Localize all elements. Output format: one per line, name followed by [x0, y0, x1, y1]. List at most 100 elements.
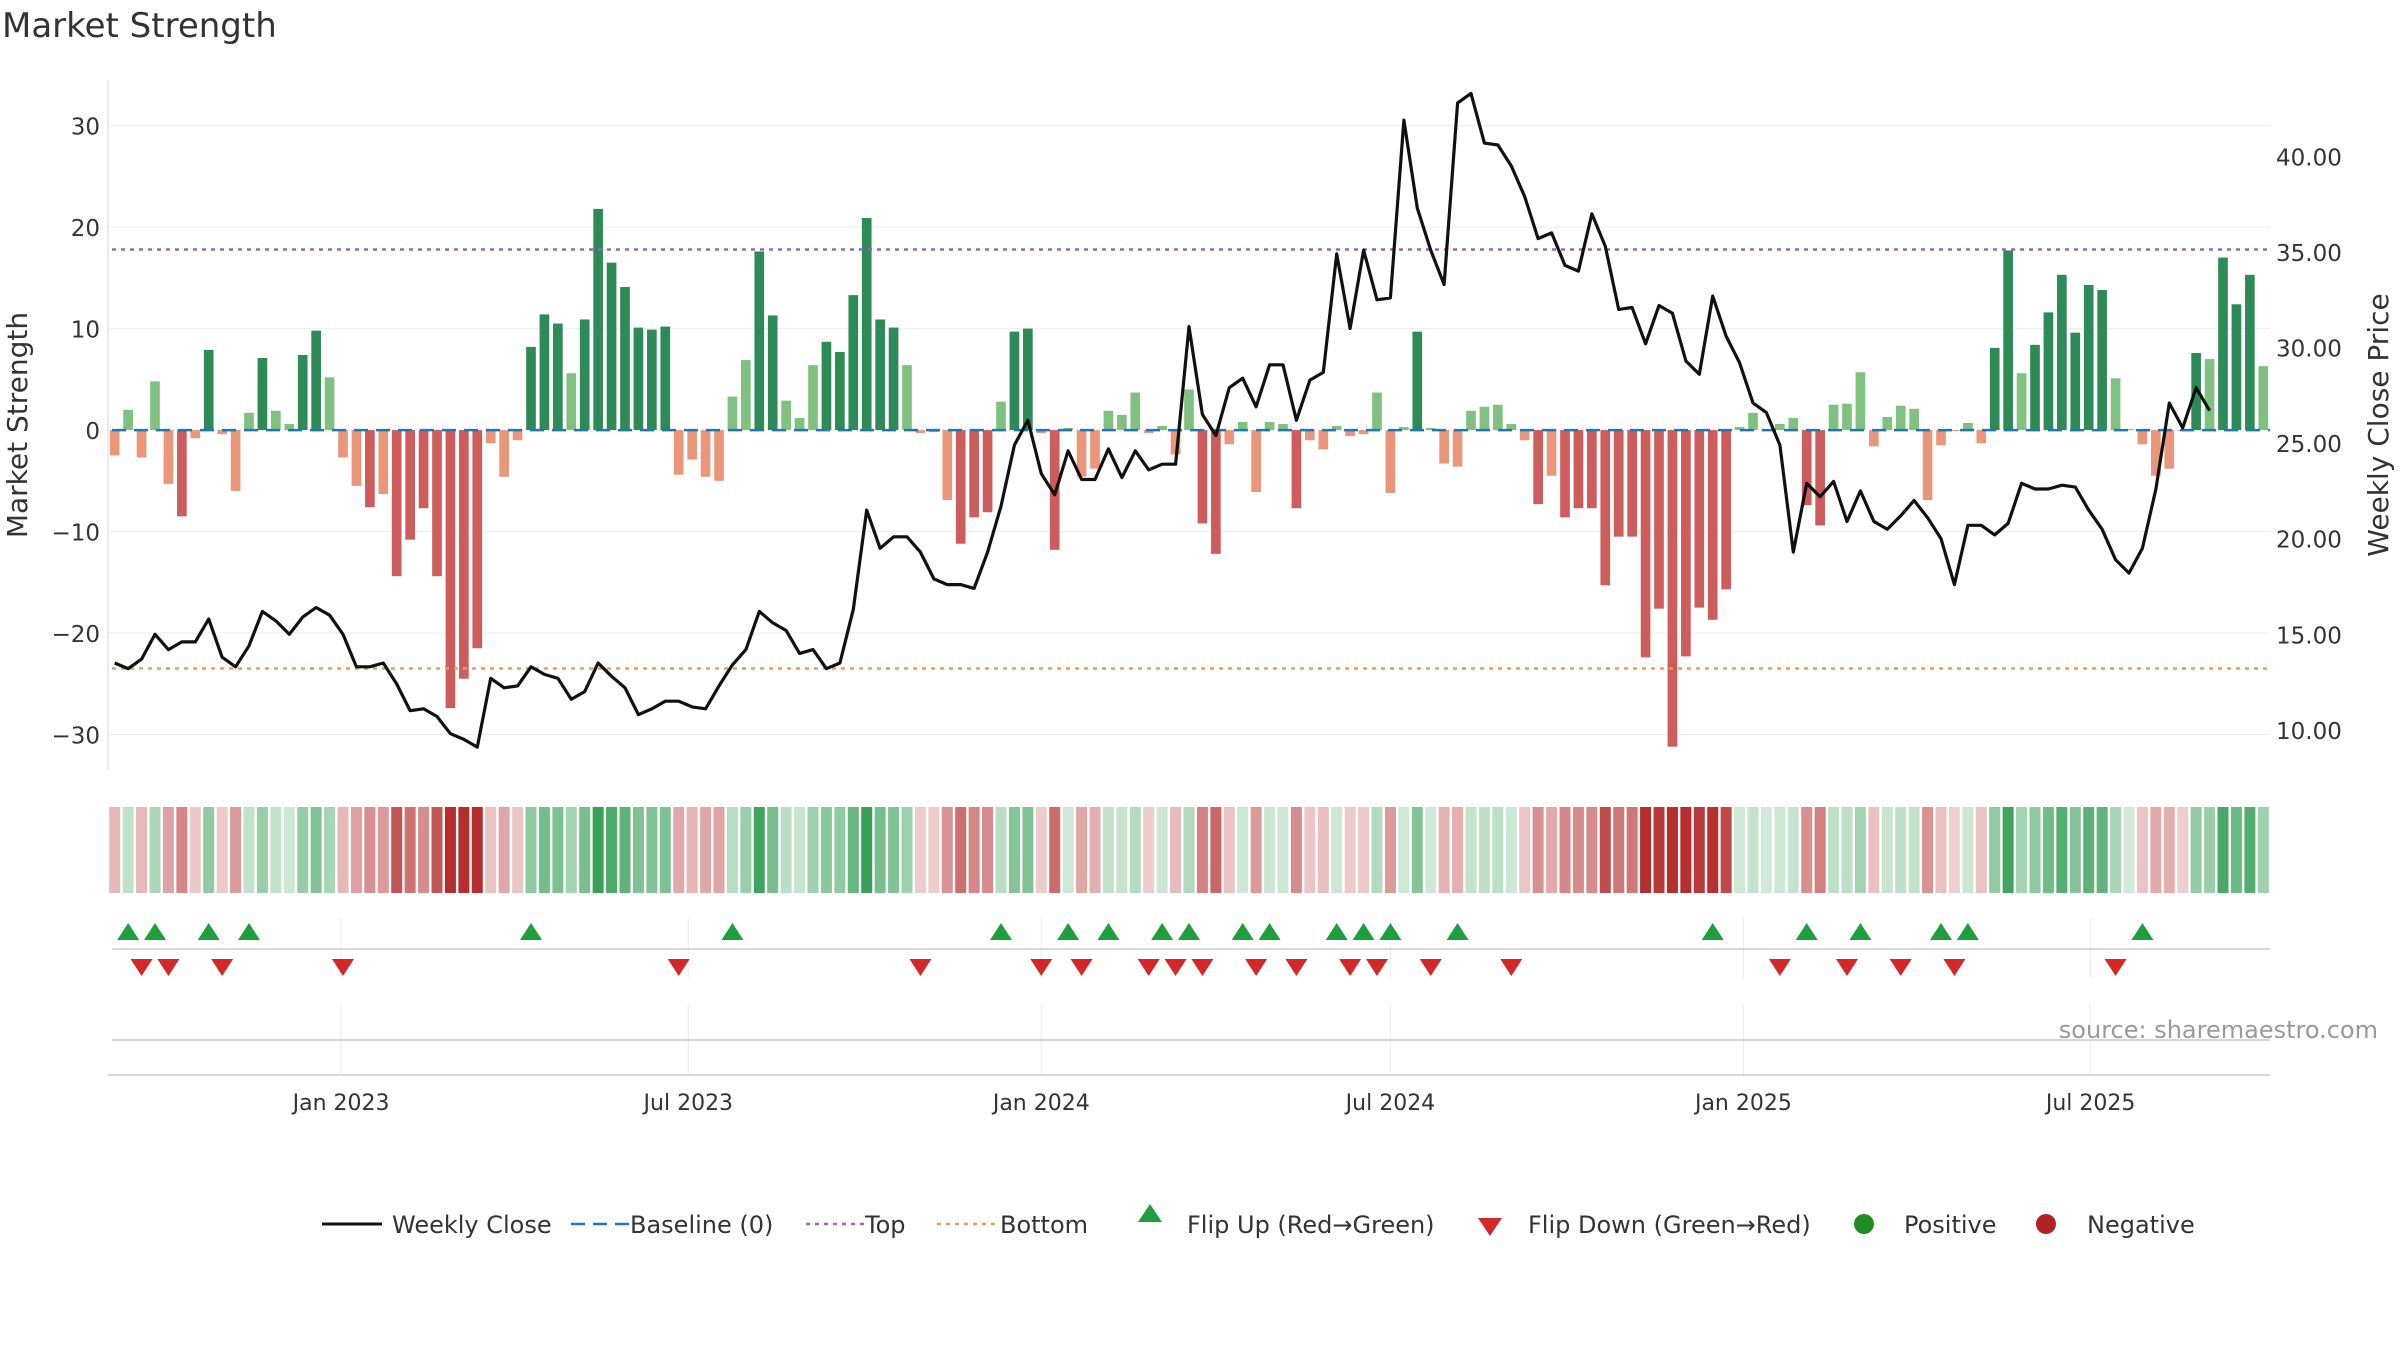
strength-bar — [955, 430, 966, 544]
legend-label: Flip Down (Green→Red) — [1528, 1211, 1811, 1239]
strength-bar — [1922, 430, 1933, 501]
strength-heat-cell — [404, 807, 416, 893]
strength-heat-cell — [1223, 807, 1235, 893]
strength-bar — [1237, 421, 1248, 431]
strength-bar — [2204, 359, 2215, 431]
strength-heat-cell — [2056, 807, 2068, 893]
strength-heat-cell — [928, 807, 940, 893]
strength-heat-cell — [1411, 807, 1423, 893]
strength-heat-cell — [1183, 807, 1195, 893]
strength-bar — [606, 262, 617, 431]
y2-tick-label: 10.00 — [2276, 719, 2342, 745]
strength-bar — [150, 381, 160, 431]
strength-bar — [1009, 331, 1020, 431]
strength-heat-cell — [1371, 807, 1383, 893]
strength-heat-cell — [2230, 807, 2242, 893]
strength-bar — [271, 410, 281, 431]
strength-heat-cell — [1505, 807, 1517, 893]
strength-bar — [2070, 332, 2081, 431]
strength-heat-cell — [794, 807, 806, 893]
flip-down-marker — [130, 959, 153, 976]
strength-bar — [1654, 430, 1664, 609]
strength-heat-cell — [1438, 807, 1450, 893]
y-tick-label: −20 — [51, 622, 100, 648]
flip-down-marker — [1191, 959, 1214, 976]
weekly-close-line — [114, 91, 2211, 749]
legend-label: Weekly Close — [392, 1211, 552, 1239]
strength-heat-cell — [1478, 807, 1490, 893]
strength-bar — [1694, 430, 1705, 608]
strength-bar — [203, 349, 214, 431]
strength-heat-cell — [1022, 807, 1034, 893]
strength-bar — [499, 430, 509, 477]
flip-up-marker — [1701, 923, 1724, 940]
flip-up-marker — [1930, 923, 1952, 940]
strength-heat-cell — [1801, 807, 1813, 893]
flip-up-marker — [1352, 923, 1375, 940]
y-tick-label: −10 — [51, 521, 100, 547]
strength-bar — [284, 423, 295, 431]
flip-down-marker — [1500, 959, 1523, 976]
strength-bar — [2003, 250, 2013, 431]
strength-heat-cell — [203, 807, 215, 893]
strength-bar — [1425, 428, 1436, 431]
strength-heat-cell — [109, 807, 121, 893]
strength-bar — [579, 319, 590, 431]
strength-bar — [794, 417, 805, 431]
strength-bar — [297, 354, 308, 431]
legend-negative-swatch — [2036, 1214, 2056, 1234]
strength-heat-cell — [565, 807, 577, 893]
strength-heat-cell — [2069, 807, 2081, 893]
strength-heat-cell — [1317, 807, 1329, 893]
strength-heat-cell — [1908, 807, 1920, 893]
flip-down-marker — [1285, 959, 1308, 976]
strength-bar — [1734, 427, 1745, 431]
strength-heat-cell — [1129, 807, 1141, 893]
strength-heat-cell — [2190, 807, 2202, 893]
strength-bar — [526, 346, 536, 431]
strength-bar — [1184, 389, 1194, 431]
strength-heat-cell — [1102, 807, 1114, 893]
strength-bar — [1170, 430, 1181, 455]
strength-heat-cell — [1156, 807, 1168, 893]
strength-bar — [1640, 430, 1651, 658]
strength-heat-cell — [149, 807, 161, 893]
strength-heat-cell — [1290, 807, 1302, 893]
legend-flip-down-swatch — [1478, 1218, 1502, 1236]
strength-bar — [230, 430, 241, 491]
strength-bar — [808, 365, 818, 431]
strength-bar — [1493, 404, 1503, 431]
strength-bar — [1036, 430, 1047, 434]
flip-up-marker — [1057, 923, 1080, 940]
strength-bar — [2258, 366, 2269, 431]
flip-down-marker — [1768, 959, 1791, 976]
flip-down-marker — [909, 959, 932, 976]
flip-down-marker — [1836, 959, 1858, 976]
strength-heat-cell — [1707, 807, 1719, 893]
strength-bar — [324, 377, 335, 431]
strength-bar — [2097, 290, 2107, 431]
strength-bar — [1869, 430, 1879, 447]
strength-bar — [996, 401, 1006, 431]
strength-heat-cell — [310, 807, 322, 893]
strength-heat-cell — [1237, 807, 1249, 893]
strength-heat-cell — [538, 807, 550, 893]
strength-heat-cell — [1532, 807, 1544, 893]
strength-heat-cell — [136, 807, 148, 893]
strength-bar — [1815, 430, 1825, 526]
strength-heat-cell — [1089, 807, 1101, 893]
strength-heat-cell — [807, 807, 819, 893]
strength-heat-cell — [256, 807, 268, 893]
flip-down-marker — [1164, 959, 1187, 976]
strength-heat-cell — [1586, 807, 1598, 893]
strength-bar — [593, 208, 603, 431]
strength-bar — [1197, 430, 1208, 524]
strength-bar — [1506, 423, 1517, 431]
strength-bar — [2030, 344, 2040, 431]
flip-down-marker — [667, 959, 690, 976]
strength-heat-cell — [512, 807, 524, 893]
strength-bar — [378, 430, 389, 494]
strength-heat-cell — [914, 807, 926, 893]
strength-heat-cell — [874, 807, 886, 893]
legend-label: Negative — [2087, 1211, 2195, 1239]
